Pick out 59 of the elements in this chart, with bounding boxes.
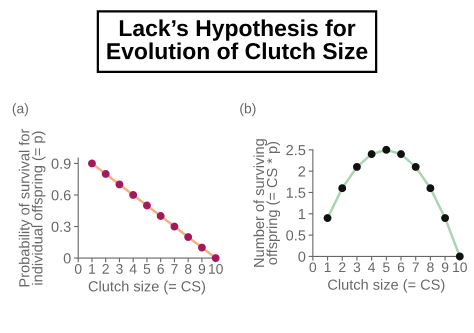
x-tick-label: 0 — [310, 262, 316, 272]
x-tick-label: 5 — [144, 264, 150, 274]
point — [212, 254, 220, 262]
x-tick-label: 0 — [74, 264, 82, 274]
y-tick-label: 0.9 — [52, 158, 71, 169]
point — [412, 162, 420, 171]
y-tick-label: 0 — [64, 253, 71, 264]
point — [129, 191, 138, 199]
point — [352, 162, 361, 171]
point — [198, 244, 206, 252]
x-tick-label: 9 — [198, 264, 206, 274]
x-tick-label: 2 — [102, 264, 109, 274]
y-tick-label: 2 — [298, 166, 306, 176]
x-tick-label: 8 — [427, 262, 434, 272]
x-tick-label: 1 — [89, 264, 96, 274]
x-tick-label: 7 — [412, 262, 419, 272]
point — [397, 150, 405, 158]
x-tick-label: 10 — [453, 262, 467, 272]
x-tick-label: 4 — [130, 264, 137, 274]
y-axis-title: Probability of survival for individual offspring (= p) — [18, 128, 46, 286]
point — [382, 146, 390, 154]
x-tick-label: 4 — [368, 262, 376, 272]
point — [170, 222, 178, 230]
point — [426, 184, 434, 192]
y-tick-label: 0.6 — [52, 190, 71, 200]
x-axis-title: Clutch size (= CS) — [88, 280, 205, 294]
x-tick-label: 3 — [116, 264, 123, 274]
y-tick-label: 1 — [298, 209, 306, 220]
x-tick-label: 9 — [442, 262, 448, 272]
point — [184, 233, 192, 241]
point — [441, 214, 450, 222]
y-tick-label: 0.3 — [52, 222, 71, 232]
y-tick-label: 0 — [298, 252, 306, 262]
y-axis-title: Number of surviving offspring (= CS * p) — [253, 139, 280, 267]
point — [88, 159, 96, 168]
x-tick-label: 7 — [171, 264, 178, 274]
x-tick-label: 6 — [398, 262, 404, 272]
x-axis-title: Clutch size (= CS) — [328, 279, 444, 293]
point — [368, 150, 376, 158]
text: (b) — [240, 103, 256, 116]
chart-title: Lack’s Hypothesis for Evolution of Clutch Size — [107, 19, 368, 60]
x-tick-label: 5 — [383, 262, 390, 272]
y-tick-label: 2.5 — [286, 144, 306, 156]
x-tick-label: 1 — [324, 262, 331, 272]
text: (a) — [12, 103, 28, 116]
point — [142, 202, 151, 210]
point — [456, 252, 464, 260]
point — [115, 180, 124, 188]
x-tick-label: 8 — [184, 264, 192, 274]
y-tick-label: 0.5 — [286, 230, 306, 241]
point — [338, 184, 346, 192]
x-tick-label: 3 — [354, 262, 360, 272]
x-tick-label: 2 — [339, 262, 346, 272]
x-tick-label: 10 — [209, 264, 223, 274]
point — [102, 170, 110, 178]
point — [324, 214, 332, 222]
point — [156, 212, 165, 220]
y-tick-label: 1.5 — [286, 188, 306, 198]
x-tick-label: 6 — [158, 264, 164, 274]
